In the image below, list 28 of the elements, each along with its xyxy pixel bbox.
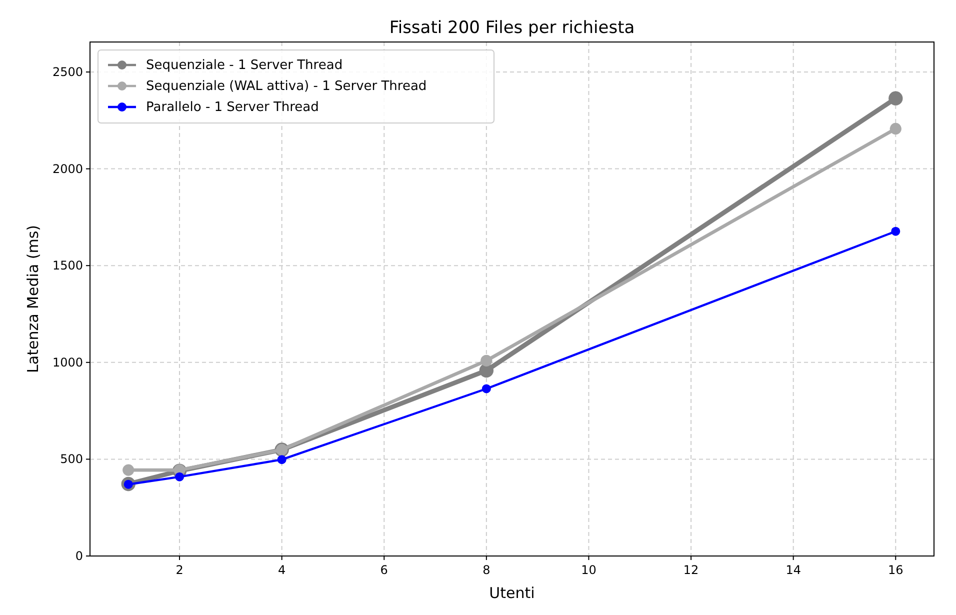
y-tick-label: 1000 — [52, 355, 83, 370]
legend-label: Parallelo - 1 Server Thread — [146, 100, 319, 115]
point — [277, 455, 286, 464]
x-tick-label: 4 — [278, 563, 286, 577]
x-axis-title: Utenti — [489, 584, 535, 602]
point — [890, 122, 902, 135]
point — [891, 226, 900, 236]
point — [480, 354, 492, 366]
point — [888, 91, 903, 106]
y-tick-label: 500 — [60, 452, 83, 466]
x-tick-label: 12 — [683, 563, 699, 577]
y-tick-label: 2000 — [52, 162, 83, 176]
legend-label: Sequenziale - 1 Server Thread — [146, 58, 343, 73]
x-tick-label: 6 — [380, 563, 388, 577]
x-tick-label: 8 — [482, 563, 490, 577]
y-axis-title: Latenza Media (ms) — [24, 225, 42, 373]
x-tick-label: 16 — [888, 563, 904, 577]
y-tick-label: 1500 — [52, 258, 83, 273]
x-tick-label: 2 — [176, 563, 184, 577]
point — [175, 472, 184, 482]
point — [482, 384, 491, 394]
x-tick-label: 14 — [786, 563, 801, 577]
y-tick-label: 0 — [75, 549, 83, 563]
y-tick-label: 2500 — [52, 65, 83, 80]
chart-title: Fissati 200 Files per richiesta — [389, 18, 635, 38]
x-tick-label: 10 — [581, 563, 596, 577]
point — [122, 464, 134, 476]
legend-label: Sequenziale (WAL attiva) - 1 Server Thread — [146, 79, 427, 94]
